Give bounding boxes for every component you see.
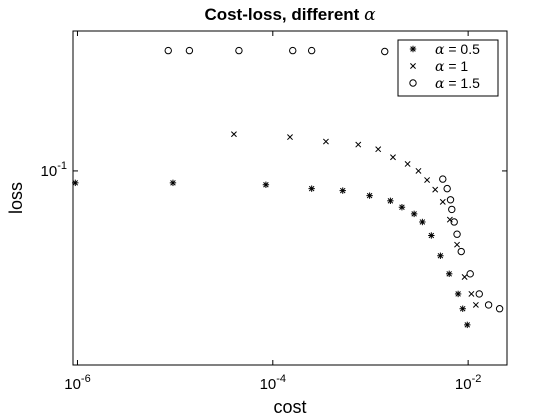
legend-label-symbol: α xyxy=(435,59,445,75)
data-point-asterisk xyxy=(387,197,394,205)
data-marks xyxy=(72,46,504,329)
data-point-asterisk xyxy=(428,232,435,239)
chart-title-symbol: α xyxy=(364,5,376,25)
data-point-cross xyxy=(287,134,293,141)
data-point-asterisk xyxy=(262,181,270,188)
ticks: 10-6 10-4 10-210-1 xyxy=(41,31,507,393)
series-circle xyxy=(164,46,504,313)
y-tick-label-exponent: -1 xyxy=(57,160,67,172)
series-cross xyxy=(230,131,479,308)
x-tick-label-exponent: -2 xyxy=(472,373,482,385)
legend-label-value: = 0.5 xyxy=(444,41,480,57)
data-point-circle xyxy=(475,290,483,298)
legend-label-value: = 1.5 xyxy=(444,75,480,91)
x-tick-label: 10-6 xyxy=(64,373,90,393)
data-point-circle xyxy=(443,184,451,193)
data-point-asterisk xyxy=(339,187,346,194)
data-point-asterisk xyxy=(308,185,315,192)
data-point-asterisk xyxy=(169,179,177,187)
data-point-circle xyxy=(453,230,461,238)
x-tick-label: 10-4 xyxy=(260,373,286,393)
data-point-asterisk xyxy=(446,270,453,278)
data-point-circle xyxy=(495,305,504,313)
data-point-cross xyxy=(468,290,475,297)
data-point-circle xyxy=(484,301,493,309)
legend-marker-cross xyxy=(410,63,416,69)
legend-item: α = 1.5 xyxy=(409,75,480,92)
x-tick-label: 10-2 xyxy=(455,373,481,393)
data-point-cross xyxy=(461,274,468,280)
data-point-cross xyxy=(472,301,479,308)
data-point-circle xyxy=(289,46,297,55)
data-point-circle xyxy=(185,46,194,55)
data-point-asterisk xyxy=(419,218,426,226)
data-point-circle xyxy=(381,47,389,56)
y-tick-label-base: 10 xyxy=(41,163,58,180)
y-axis-label: loss xyxy=(6,182,26,214)
data-point-cross xyxy=(415,167,422,174)
data-point-asterisk xyxy=(454,290,462,298)
x-tick-label-base: 10 xyxy=(455,376,472,393)
series-asterisk xyxy=(72,179,471,329)
data-point-asterisk xyxy=(437,252,444,259)
data-point-asterisk xyxy=(410,210,418,218)
y-tick-label: 10-1 xyxy=(41,160,67,180)
legend-label-value: = 1 xyxy=(444,58,468,74)
legend-label: α = 1 xyxy=(435,58,468,75)
chart-title-text: Cost-loss, different xyxy=(204,5,359,24)
data-point-cross xyxy=(424,177,431,183)
x-tick-label-base: 10 xyxy=(64,376,81,393)
data-point-asterisk xyxy=(398,204,406,211)
data-point-cross xyxy=(355,141,362,148)
legend-label-symbol: α xyxy=(435,76,445,92)
data-point-asterisk xyxy=(366,192,373,199)
data-point-circle xyxy=(448,205,456,214)
data-point-cross xyxy=(432,186,439,193)
legend-label: α = 0.5 xyxy=(435,41,480,58)
legend-label-symbol: α xyxy=(435,42,445,58)
legend-marker-circle xyxy=(409,79,417,87)
legend-item: α = 0.5 xyxy=(409,41,480,58)
data-point-asterisk xyxy=(464,321,471,329)
data-point-circle xyxy=(164,46,172,55)
x-tick-label-exponent: -6 xyxy=(81,373,91,385)
data-point-cross xyxy=(439,198,446,205)
data-point-cross xyxy=(322,138,329,145)
data-point-circle xyxy=(446,196,455,204)
data-point-cross xyxy=(446,216,453,223)
data-point-cross xyxy=(404,161,411,167)
data-point-circle xyxy=(450,218,458,226)
data-point-cross xyxy=(375,146,382,153)
data-point-circle xyxy=(466,270,474,278)
data-point-cross xyxy=(454,241,461,248)
legend-items: α = 0.5α = 1α = 1.5 xyxy=(409,41,480,92)
data-point-cross xyxy=(390,154,396,161)
x-axis-label: cost xyxy=(273,397,306,417)
data-point-asterisk xyxy=(459,305,466,312)
legend-label: α = 1.5 xyxy=(435,75,480,92)
legend: α = 0.5α = 1α = 1.5 xyxy=(397,39,499,97)
data-point-asterisk xyxy=(72,179,79,187)
data-point-circle xyxy=(457,247,465,256)
x-tick-label-base: 10 xyxy=(260,376,277,393)
data-point-circle xyxy=(307,46,316,55)
data-point-cross xyxy=(230,131,237,138)
data-point-circle xyxy=(235,46,243,55)
x-tick-label-exponent: -4 xyxy=(276,373,286,385)
legend-item: α = 1 xyxy=(410,58,468,75)
data-point-circle xyxy=(439,175,447,183)
chart-title: Cost-loss, different α xyxy=(204,5,376,25)
legend-marker-asterisk xyxy=(409,45,417,53)
